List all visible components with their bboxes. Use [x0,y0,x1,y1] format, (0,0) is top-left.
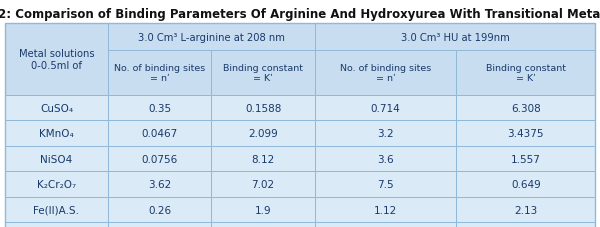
Text: 2.099: 2.099 [248,128,278,138]
Text: 6.308: 6.308 [511,103,541,113]
Text: 0.1588: 0.1588 [245,103,281,113]
Text: Binding constant
= Kʹ: Binding constant = Kʹ [223,64,303,83]
Bar [211,51,315,95]
Text: Metal solutions
0-0.5ml of: Metal solutions 0-0.5ml of [19,49,94,70]
Bar [5,172,108,197]
Bar [211,222,315,227]
Bar [108,146,211,172]
Text: 3.4375: 3.4375 [508,128,544,138]
Bar [108,95,211,121]
Text: No. of binding sites
= nʹ: No. of binding sites = nʹ [340,64,431,83]
Bar [211,146,315,172]
Text: 3.0 Cm³ HU at 199nm: 3.0 Cm³ HU at 199nm [401,32,509,42]
Bar [211,172,315,197]
Text: NiSO4: NiSO4 [40,154,73,164]
Bar [108,172,211,197]
Bar [5,121,108,146]
Text: K₂Cr₂O₇: K₂Cr₂O₇ [37,179,76,189]
Bar [5,95,108,121]
Text: 3.0 Cm³ L-arginine at 208 nm: 3.0 Cm³ L-arginine at 208 nm [138,32,285,42]
Bar [211,121,315,146]
Text: Fe(II)A.S.: Fe(II)A.S. [34,205,79,215]
Text: 8.12: 8.12 [251,154,275,164]
Text: 7.5: 7.5 [377,179,394,189]
Bar [5,24,108,95]
Bar [315,51,457,95]
Bar [315,172,457,197]
Bar [108,121,211,146]
Text: 3.2: 3.2 [377,128,394,138]
Bar [315,95,457,121]
Bar [5,222,108,227]
Text: 0.35: 0.35 [148,103,172,113]
Text: 3.62: 3.62 [148,179,172,189]
Bar [457,51,595,95]
Text: Table 2: Comparison of Binding Parameters Of Arginine And Hydroxyurea With Trans: Table 2: Comparison of Binding Parameter… [0,8,600,21]
Bar [315,24,595,51]
Bar [315,146,457,172]
Text: 0.0467: 0.0467 [142,128,178,138]
Text: 0.649: 0.649 [511,179,541,189]
Bar [457,197,595,222]
Bar [5,197,108,222]
Text: 1.12: 1.12 [374,205,397,215]
Text: Binding constant
= Kʹ: Binding constant = Kʹ [486,64,566,83]
Bar [457,222,595,227]
Bar [108,197,211,222]
Text: 1.557: 1.557 [511,154,541,164]
Bar [108,51,211,95]
Bar [457,146,595,172]
Text: 2.13: 2.13 [514,205,538,215]
Bar [457,95,595,121]
Text: 0.26: 0.26 [148,205,172,215]
Bar [211,197,315,222]
Bar [108,24,315,51]
Text: KMnO₄: KMnO₄ [39,128,74,138]
Bar [457,172,595,197]
Bar [315,222,457,227]
Text: No. of binding sites
= nʹ: No. of binding sites = nʹ [114,64,205,83]
Text: 1.9: 1.9 [255,205,271,215]
Text: 0.714: 0.714 [371,103,400,113]
Bar [211,95,315,121]
Bar [108,222,211,227]
Bar [315,121,457,146]
Text: 7.02: 7.02 [251,179,275,189]
Bar [315,197,457,222]
Text: 0.0756: 0.0756 [142,154,178,164]
Bar [5,146,108,172]
Bar [457,121,595,146]
Text: CuSO₄: CuSO₄ [40,103,73,113]
Text: 3.6: 3.6 [377,154,394,164]
